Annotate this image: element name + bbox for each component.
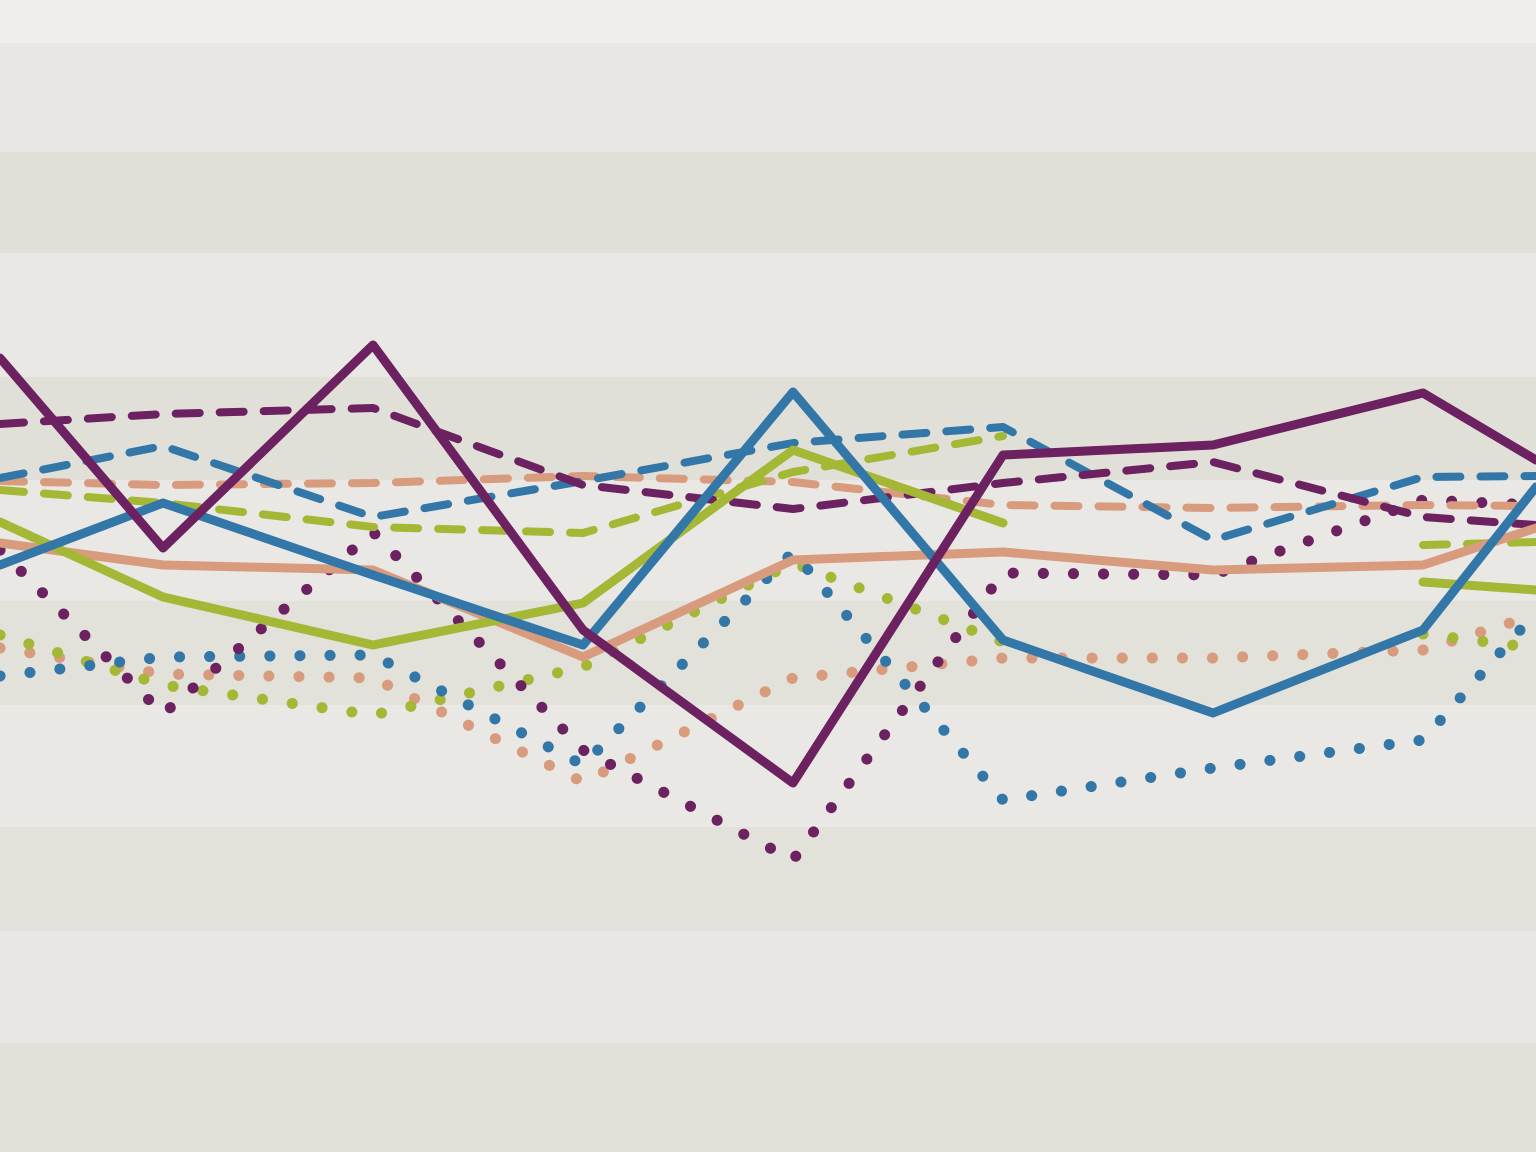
background-band-2: [0, 152, 1536, 253]
series-olive-solid-line-part2: [1418, 577, 1536, 595]
series-olive-dotted-line: [0, 557, 1009, 721]
series-purple-dotted-line: [0, 494, 1536, 866]
background-band-0: [0, 0, 1536, 43]
series-olive-solid-line: [0, 445, 1008, 650]
background-band-9: [0, 931, 1536, 1043]
series-salmon-solid-line: [0, 523, 1536, 662]
series-olive-dotted-line-part2: [1417, 628, 1536, 654]
series-purple-dashed-line: [0, 404, 1536, 529]
background-band-3: [0, 253, 1536, 377]
background-band-8: [0, 827, 1536, 931]
background-band-10: [0, 1043, 1536, 1152]
series-blue-solid-line: [0, 387, 1536, 718]
series-purple-solid-line: [0, 340, 1536, 788]
background-band-1: [0, 43, 1536, 152]
series-salmon-dotted-line: [0, 609, 1536, 788]
